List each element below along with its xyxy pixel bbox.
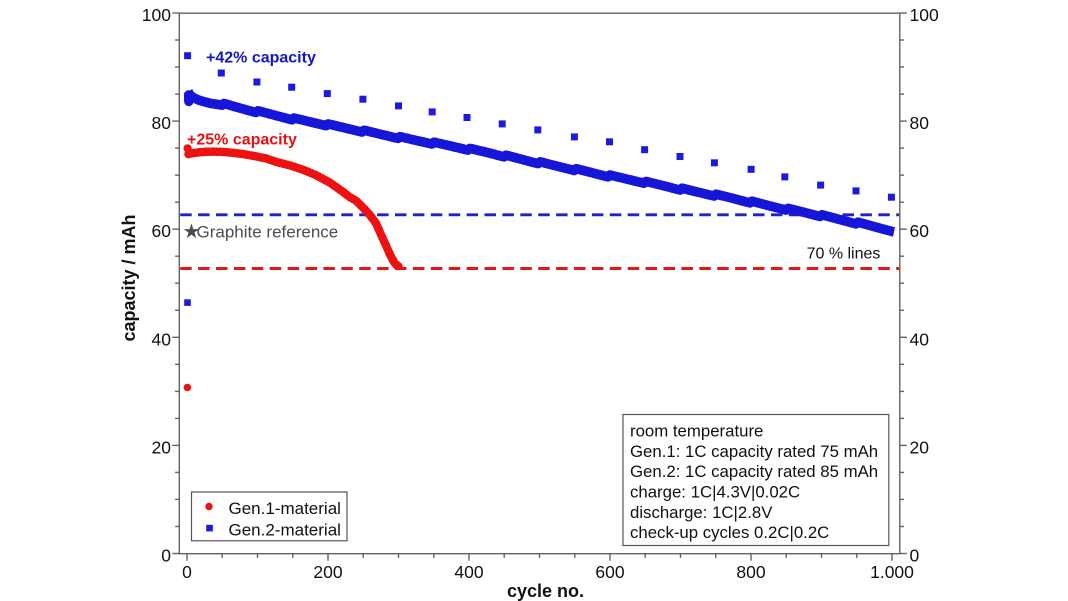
svg-text:Gen.1-material: Gen.1-material xyxy=(229,499,341,518)
svg-text:+25% capacity: +25% capacity xyxy=(187,132,297,149)
svg-text:discharge: 1C|2.8V: discharge: 1C|2.8V xyxy=(630,503,773,522)
svg-text:200: 200 xyxy=(313,562,342,582)
svg-text:100: 100 xyxy=(910,5,939,25)
svg-text:check-up cycles 0.2C|0.2C: check-up cycles 0.2C|0.2C xyxy=(630,523,829,542)
svg-text:40: 40 xyxy=(152,329,172,349)
svg-text:0: 0 xyxy=(910,546,920,566)
svg-text:capacity / mAh: capacity / mAh xyxy=(119,214,139,341)
svg-text:80: 80 xyxy=(152,113,172,133)
svg-text:20: 20 xyxy=(152,437,172,457)
svg-text:60: 60 xyxy=(152,221,172,241)
svg-text:70 % lines: 70 % lines xyxy=(807,246,881,263)
svg-text:100: 100 xyxy=(142,5,171,25)
svg-text:800: 800 xyxy=(736,562,765,582)
svg-text:+42% capacity: +42% capacity xyxy=(206,50,316,67)
svg-text:charge: 1C|4.3V|0.02C: charge: 1C|4.3V|0.02C xyxy=(630,483,800,502)
svg-text:Gen.2-material: Gen.2-material xyxy=(229,521,341,540)
svg-text:1.000: 1.000 xyxy=(870,562,914,582)
svg-text:cycle no.: cycle no. xyxy=(507,581,584,601)
svg-text:40: 40 xyxy=(910,329,930,349)
svg-text:80: 80 xyxy=(910,113,930,133)
svg-text:60: 60 xyxy=(910,221,930,241)
svg-text:0: 0 xyxy=(182,562,192,582)
svg-text:★: ★ xyxy=(183,221,201,243)
svg-text:600: 600 xyxy=(595,562,624,582)
svg-text:400: 400 xyxy=(454,562,483,582)
svg-text:Gen.1: 1C capacity rated 75 mA: Gen.1: 1C capacity rated 75 mAh xyxy=(630,442,878,461)
svg-text:Gen.2: 1C capacity rated 85 mA: Gen.2: 1C capacity rated 85 mAh xyxy=(630,462,878,481)
svg-text:room temperature: room temperature xyxy=(630,421,763,440)
svg-text:20: 20 xyxy=(910,437,930,457)
svg-text:0: 0 xyxy=(161,546,171,566)
svg-text:Graphite reference: Graphite reference xyxy=(197,222,339,241)
